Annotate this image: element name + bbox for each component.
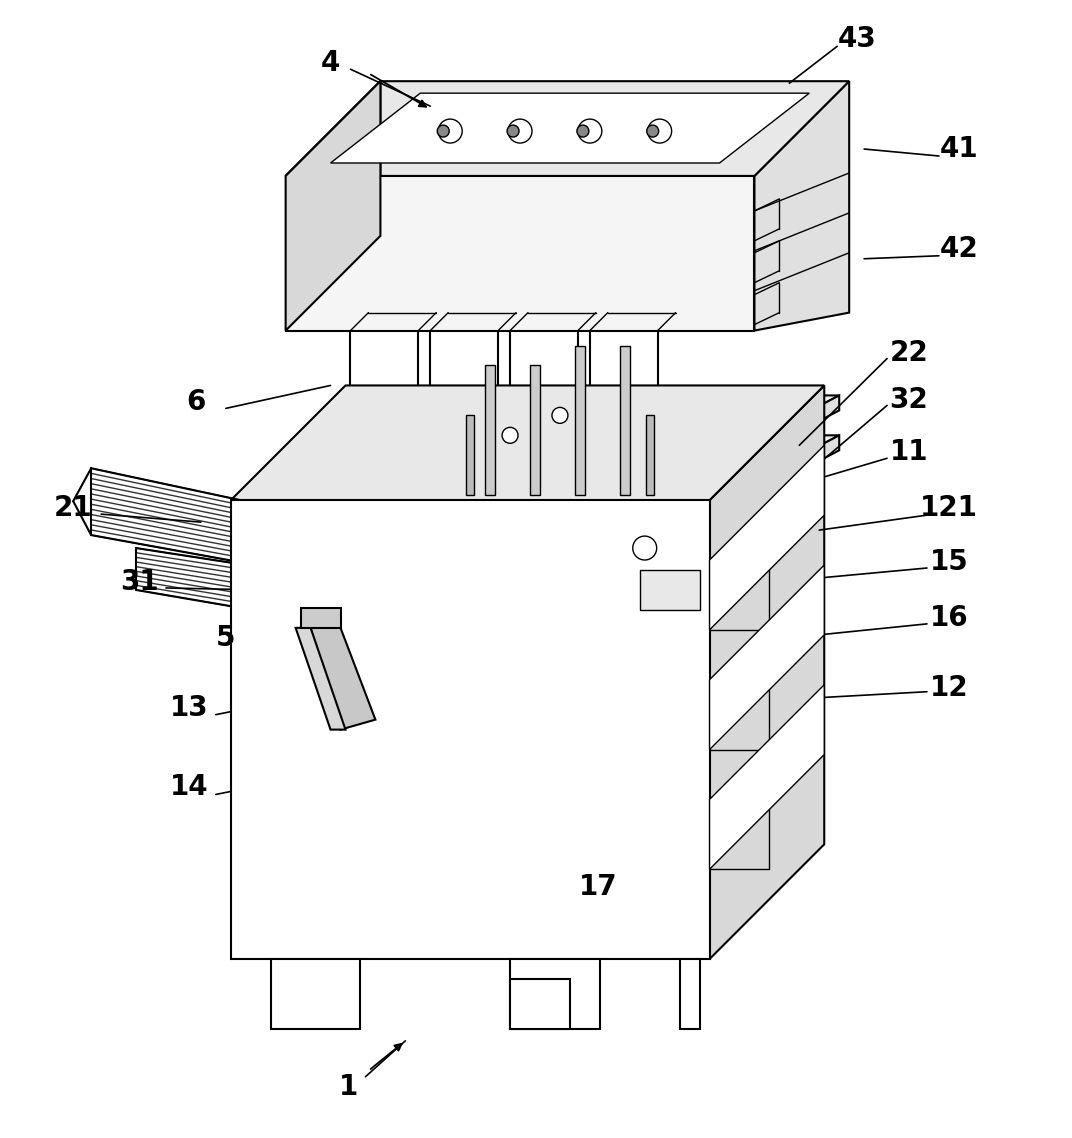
Polygon shape xyxy=(300,608,341,628)
Polygon shape xyxy=(755,436,839,495)
Polygon shape xyxy=(466,415,474,495)
Circle shape xyxy=(502,428,518,444)
Polygon shape xyxy=(271,959,360,1029)
Text: 31: 31 xyxy=(120,568,159,596)
Polygon shape xyxy=(710,445,824,629)
Polygon shape xyxy=(291,395,839,440)
Text: 1: 1 xyxy=(339,1073,358,1100)
Polygon shape xyxy=(285,176,755,330)
Polygon shape xyxy=(291,440,755,455)
Polygon shape xyxy=(311,628,375,729)
Text: 41: 41 xyxy=(939,135,979,163)
Circle shape xyxy=(577,125,589,137)
Polygon shape xyxy=(530,365,540,495)
Text: 16: 16 xyxy=(929,604,968,632)
Circle shape xyxy=(578,119,601,143)
Polygon shape xyxy=(230,501,710,959)
Circle shape xyxy=(552,407,568,423)
Text: 42: 42 xyxy=(939,234,979,263)
Polygon shape xyxy=(710,386,824,959)
Polygon shape xyxy=(291,480,755,495)
Polygon shape xyxy=(296,628,345,729)
Text: 17: 17 xyxy=(579,873,617,901)
Text: 121: 121 xyxy=(920,494,978,522)
Polygon shape xyxy=(285,81,849,176)
Polygon shape xyxy=(230,386,824,501)
Polygon shape xyxy=(285,81,381,176)
Text: 15: 15 xyxy=(929,549,968,576)
Polygon shape xyxy=(510,979,570,1029)
Text: 12: 12 xyxy=(929,674,968,702)
Text: 11: 11 xyxy=(890,438,928,467)
Text: 22: 22 xyxy=(890,338,928,366)
Polygon shape xyxy=(680,959,700,1029)
Polygon shape xyxy=(640,570,700,610)
Circle shape xyxy=(632,536,657,560)
Circle shape xyxy=(507,125,519,137)
Text: 32: 32 xyxy=(890,387,928,414)
Polygon shape xyxy=(645,415,654,495)
Polygon shape xyxy=(755,395,839,455)
Polygon shape xyxy=(710,564,824,750)
Circle shape xyxy=(646,125,658,137)
Circle shape xyxy=(438,119,462,143)
Text: 21: 21 xyxy=(54,494,92,522)
Polygon shape xyxy=(486,365,495,495)
Text: 13: 13 xyxy=(169,694,208,721)
Polygon shape xyxy=(575,346,585,495)
Circle shape xyxy=(437,125,449,137)
Polygon shape xyxy=(620,346,629,495)
Polygon shape xyxy=(755,81,849,330)
Text: 14: 14 xyxy=(169,774,208,801)
Circle shape xyxy=(647,119,672,143)
Circle shape xyxy=(508,119,532,143)
Text: 4: 4 xyxy=(321,49,340,77)
Polygon shape xyxy=(291,436,839,480)
Text: 6: 6 xyxy=(187,388,206,417)
Polygon shape xyxy=(285,81,381,330)
Polygon shape xyxy=(330,93,809,163)
Text: 43: 43 xyxy=(838,25,877,53)
Polygon shape xyxy=(510,959,600,1029)
Text: 5: 5 xyxy=(217,624,236,652)
Polygon shape xyxy=(710,685,824,869)
